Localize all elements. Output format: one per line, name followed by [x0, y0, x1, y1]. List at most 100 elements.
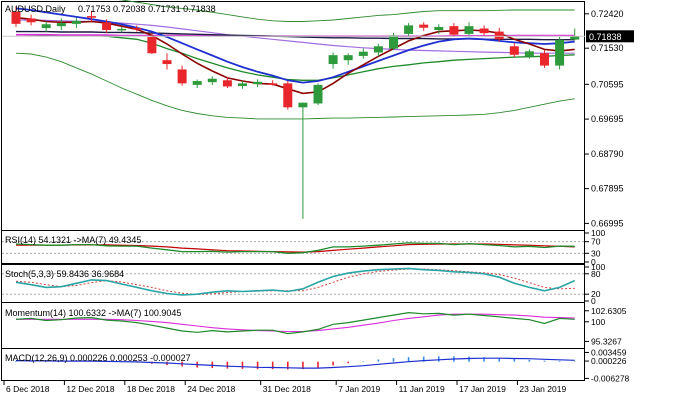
candle-body	[479, 28, 489, 34]
momentum-ma-line	[16, 313, 575, 333]
rsi-line	[15, 242, 575, 254]
candle	[253, 79, 263, 88]
candle	[56, 18, 66, 31]
price-tick-label: 0.72420	[591, 9, 624, 19]
candle	[524, 49, 534, 59]
candle-body	[328, 55, 338, 65]
price-tick-label: 0.71530	[591, 43, 624, 53]
axis-tick-label: 0.003459	[591, 347, 627, 357]
stoch-title: Stoch(5,3,3) 59.8436 36.9684	[5, 269, 124, 279]
candle	[298, 102, 308, 219]
candle-body	[389, 35, 398, 49]
candle	[509, 43, 519, 58]
macd-signal-line	[15, 357, 575, 369]
axis-tick-label: 100	[591, 228, 605, 238]
current-price-badge	[586, 30, 634, 43]
candle-body	[87, 16, 96, 18]
candle	[434, 24, 444, 34]
candle	[192, 79, 202, 88]
axis-tick-label: 30	[591, 248, 601, 258]
price-tick-label: 0.70595	[591, 79, 624, 89]
candle	[555, 36, 565, 70]
x-tick-label: 24 Dec 2018	[187, 384, 235, 394]
axis-tick-label: 80	[591, 269, 601, 279]
candle	[343, 53, 353, 65]
candle-body	[298, 102, 308, 108]
momentum-title: Momentum(14) 100.6332 ->MA(7) 100.9045	[5, 308, 181, 318]
candle	[328, 52, 338, 69]
candle-body	[313, 84, 323, 104]
candle-body	[238, 83, 247, 87]
candle	[479, 25, 489, 36]
candle	[570, 28, 580, 41]
candle-body	[434, 26, 444, 31]
candle	[162, 53, 172, 70]
candle	[540, 50, 549, 68]
candle-body	[102, 22, 112, 31]
candle-body	[132, 28, 142, 30]
candle-body	[464, 26, 474, 34]
candle	[283, 81, 293, 110]
candle	[419, 22, 429, 31]
candle	[41, 21, 51, 32]
candle	[177, 65, 187, 86]
candle-body	[11, 11, 21, 24]
axis-tick-label: 20	[591, 289, 601, 299]
candle	[373, 43, 383, 57]
candle	[26, 14, 36, 26]
candle-body	[570, 36, 580, 40]
x-tick-label: 17 Jan 2019	[459, 384, 506, 394]
candle-body	[162, 60, 172, 65]
price-tick-label: 0.69695	[591, 114, 624, 124]
candle-body	[117, 28, 127, 31]
candle-body	[192, 81, 202, 85]
candle	[268, 80, 278, 86]
candle	[71, 17, 81, 29]
axis-tick-label: 70	[591, 237, 601, 247]
candle	[358, 48, 368, 59]
candle-body	[56, 23, 66, 27]
price-panel: 0.72420 0.71530 0.70595 0.69695 0.68790 0.678…	[2, 0, 634, 228]
price-tick-label: 0.68790	[591, 149, 624, 159]
candle-body	[404, 25, 414, 34]
chart-symbol: AUDUSD,Daily	[5, 4, 66, 14]
x-tick-label: 11 Jan 2019	[399, 384, 445, 394]
candle	[87, 10, 96, 22]
bollinger-lower-line	[15, 52, 575, 120]
candle-body	[71, 20, 81, 24]
price-tick-label: 0.67895	[591, 184, 624, 194]
candle-body	[524, 51, 534, 57]
axis-tick-label: 100	[591, 317, 605, 327]
candle	[389, 33, 398, 51]
axis-tick-label: 0	[591, 296, 596, 306]
candle-body	[253, 81, 263, 85]
axis-tick-label: -0.006278	[591, 373, 630, 383]
candle-body	[494, 31, 504, 40]
candle-body	[207, 78, 217, 83]
stoch-main-line	[15, 267, 576, 296]
x-tick-label: 18 Dec 2018	[127, 384, 175, 394]
candle-body	[26, 18, 36, 23]
axis-tick-label: 95.3267	[591, 336, 622, 346]
candle-body	[419, 24, 429, 28]
x-tick-label: 31 Dec 2018	[263, 384, 311, 394]
x-tick-label: 7 Jan 2019	[338, 384, 380, 394]
candle-body	[509, 46, 519, 55]
x-tick-label: 23 Jan 2019	[519, 384, 566, 394]
candle	[222, 77, 232, 88]
rsi-title: RSI(14) 54.1321 ->MA(7) 49.4345	[5, 235, 141, 245]
x-axis: 6 Dec 2018 12 Dec 2018 18 Dec 2018 24 Dec 2…	[3, 381, 566, 394]
candle	[464, 22, 474, 37]
ma-blue-line	[15, 7, 575, 84]
candle-body	[222, 80, 232, 87]
macd-title: MACD(12,26,9) 0.000226 0.000253 -0.00002…	[5, 353, 191, 363]
candle-body	[540, 53, 549, 66]
candle-body	[343, 55, 353, 61]
candle	[132, 25, 142, 32]
axis-tick-label: 102.6305	[591, 306, 627, 316]
rsi-panel-frame	[1, 230, 585, 264]
